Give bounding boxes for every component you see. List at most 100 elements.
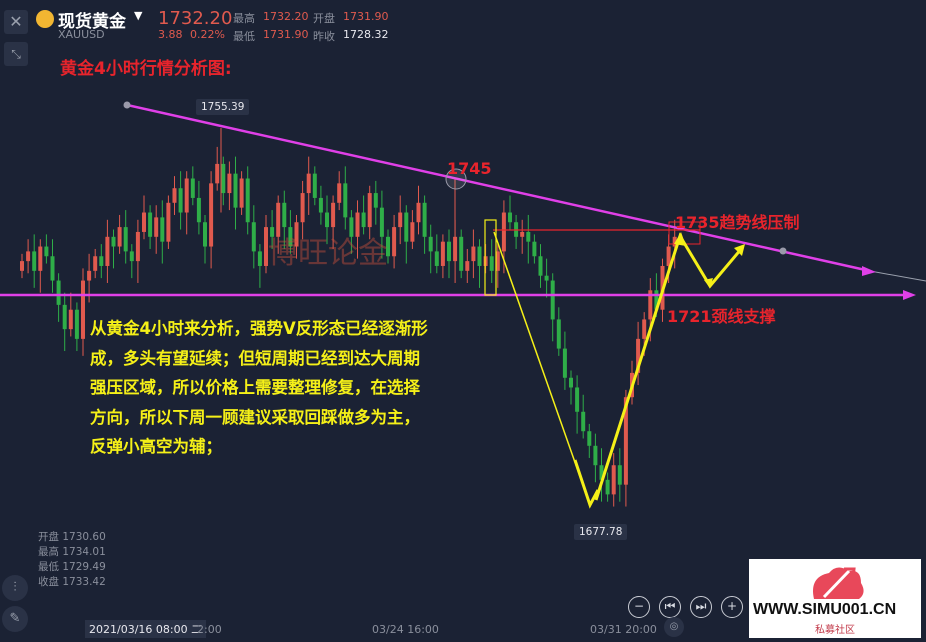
- candle-body: [550, 280, 555, 320]
- high-value: 1732.20: [263, 10, 309, 23]
- time-tick: 03/24 16:00: [372, 623, 439, 636]
- analysis-line: 从黄金4小时来分析，强势V反形态已经逐渐形: [90, 319, 428, 338]
- candle-body: [129, 251, 134, 262]
- open-value: 1731.90: [343, 10, 389, 23]
- candle-body: [599, 465, 604, 480]
- candle-body: [386, 236, 390, 257]
- v-path-arrow: [573, 459, 600, 509]
- change: 3.88: [158, 28, 183, 41]
- candle-body: [239, 178, 244, 208]
- candle-body: [538, 256, 543, 276]
- candle-body: [581, 411, 586, 432]
- chevron-down-icon[interactable]: ▼: [134, 9, 143, 22]
- pencil-icon[interactable]: ✎: [2, 606, 28, 632]
- candle-body: [434, 251, 439, 266]
- candle-body: [642, 319, 647, 339]
- candle-body: [178, 188, 183, 213]
- candle-body: [544, 275, 549, 281]
- instrument-name[interactable]: 现货黄金: [58, 12, 126, 32]
- candle-body: [611, 465, 616, 495]
- candle-body: [166, 202, 171, 242]
- candle-body: [654, 290, 659, 310]
- candle-body: [74, 309, 79, 339]
- zoom-out-button[interactable]: −: [628, 596, 650, 618]
- candle-body: [117, 227, 122, 247]
- candle-body: [575, 387, 580, 412]
- candle-body: [569, 377, 573, 388]
- candle-body: [623, 397, 628, 485]
- trendline-anchor: [123, 101, 131, 109]
- candle-body: [367, 193, 372, 228]
- candle-body: [294, 222, 299, 247]
- candle-body: [276, 202, 281, 237]
- candle-body: [465, 261, 470, 271]
- indicator-icon[interactable]: ⫶: [2, 575, 28, 601]
- scroll-start-button[interactable]: ⏮: [659, 596, 681, 618]
- candle-body: [526, 231, 531, 242]
- candle-body: [20, 261, 24, 271]
- candle-body: [325, 212, 329, 228]
- candle-body: [300, 193, 305, 223]
- candle-body: [44, 246, 49, 257]
- candle-body: [532, 241, 537, 257]
- candle-body: [99, 256, 104, 266]
- candle-body: [190, 178, 195, 198]
- candle-body: [398, 212, 403, 228]
- candle-body: [251, 222, 256, 252]
- candle-body: [520, 231, 525, 237]
- candle-body: [111, 236, 116, 247]
- candle-body: [93, 256, 98, 271]
- gold-icon: [36, 10, 54, 28]
- candle-body: [288, 227, 293, 247]
- candle-body: [489, 256, 494, 271]
- candle-body: [605, 479, 610, 495]
- scroll-end-button[interactable]: ⏭: [690, 596, 712, 618]
- open-label: 开盘: [313, 12, 335, 25]
- candle-body: [361, 212, 366, 228]
- crosshair-time: 2021/03/16 08:00 二: [85, 620, 207, 638]
- ohlc-low: 最低 1729.49: [38, 561, 106, 573]
- candle-body: [32, 251, 37, 271]
- time-tick: 2:00: [197, 623, 222, 636]
- trendline-extension: [869, 270, 926, 282]
- candle-body: [81, 280, 85, 339]
- close-button[interactable]: ✕: [4, 10, 28, 34]
- chart-title: 黄金4小时行情分析图:: [60, 59, 232, 79]
- v-path-projection: [594, 232, 744, 501]
- candle-body: [203, 222, 207, 247]
- candle-body: [105, 236, 110, 266]
- candle-body: [312, 173, 317, 198]
- candle-body: [666, 246, 671, 266]
- candle-body: [50, 256, 55, 281]
- candle-body: [343, 183, 348, 218]
- zoom-in-button[interactable]: +: [721, 596, 743, 618]
- toggle-icon[interactable]: ◎: [664, 617, 684, 637]
- candle-body: [318, 197, 323, 213]
- arrow-head: [704, 278, 713, 288]
- analysis-line: 反弹小高空为辅；: [90, 437, 222, 456]
- candle-body: [209, 183, 214, 247]
- collapse-icon[interactable]: ⤡: [4, 42, 28, 66]
- candle-body: [38, 246, 43, 271]
- candle-body: [379, 207, 384, 237]
- candle-body: [593, 445, 598, 466]
- low-label: 最低: [233, 30, 255, 43]
- change-pct: 0.22%: [190, 28, 225, 41]
- candle-body: [306, 173, 311, 194]
- candle-body: [148, 212, 153, 237]
- logo-url: WWW.SIMU001.CN: [753, 601, 897, 618]
- candle-body: [587, 431, 592, 446]
- candle-body: [501, 212, 506, 252]
- candle-body: [508, 212, 512, 223]
- ohlc-close: 收盘 1733.42: [38, 576, 106, 588]
- time-tick: 03/31 20:00: [590, 623, 657, 636]
- trendline-anchor: [445, 168, 467, 190]
- low-price-label: 1677.78: [574, 524, 628, 540]
- candle-body: [337, 183, 342, 203]
- high-label: 最高: [233, 12, 255, 25]
- candle-body: [62, 304, 67, 330]
- candle-body: [422, 202, 427, 237]
- candle-body: [154, 217, 159, 237]
- trendline-anchor: [779, 247, 787, 255]
